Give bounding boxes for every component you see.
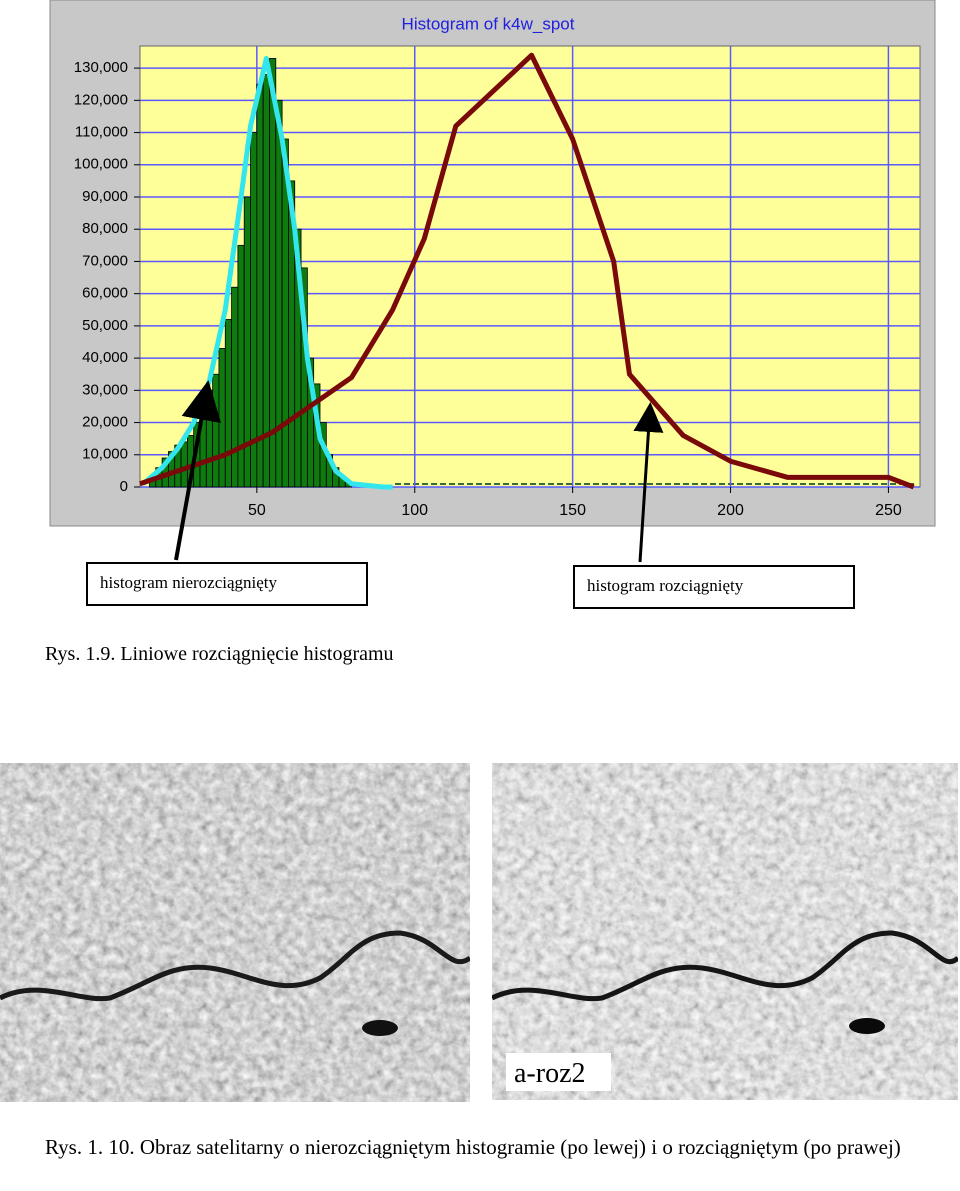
bar: [256, 83, 264, 488]
y-tick-label: 50,000: [82, 317, 128, 334]
caption: Rys. 1.9. Liniowe rozciągnięcie histogra…: [45, 643, 394, 665]
y-tick-label: 120,000: [74, 91, 128, 108]
y-tick-label: 30,000: [82, 381, 128, 398]
y-tick-label: 130,000: [74, 59, 128, 76]
bar: [212, 373, 220, 488]
y-tick-label: 20,000: [82, 414, 128, 431]
y-tick-label: 100,000: [74, 156, 128, 173]
callout: histogram rozciągnięty: [573, 565, 855, 609]
y-tick-label: 110,000: [75, 124, 128, 141]
bar: [193, 422, 201, 488]
x-tick-label: 150: [559, 502, 586, 519]
line: [139, 52, 915, 490]
y-tick-label: 80,000: [82, 220, 128, 237]
bar: [231, 286, 239, 488]
y-tick-label: 70,000: [82, 252, 128, 269]
y-tick-label: 90,000: [82, 188, 128, 205]
bar: [269, 58, 277, 488]
caption: Rys. 1. 10. Obraz satelitarny o nierozci…: [45, 1135, 901, 1159]
bar: [186, 435, 195, 488]
bar: [180, 441, 188, 488]
bar: [262, 74, 270, 488]
x-tick-label: 100: [401, 502, 428, 519]
bar: [224, 319, 232, 488]
bar: [205, 389, 214, 488]
callout: histogram nierozciągnięty: [86, 562, 368, 606]
x-tick-label: 250: [875, 502, 902, 519]
y-tick-label: 60,000: [82, 285, 128, 302]
image-label: a-roz2: [514, 1058, 586, 1089]
satellite-image: a-roz2: [492, 763, 958, 1100]
chart-title: Histogram of k4w_spot: [402, 14, 575, 33]
chart: Histogram of k4w_spot 0 10,000 20,000 30,00…: [49, 0, 936, 527]
bar: [250, 132, 258, 488]
bar: [199, 406, 207, 488]
y-tick-label: 0: [120, 478, 128, 495]
satellite-image: [0, 763, 470, 1102]
y-tick-label: 10,000: [82, 446, 128, 463]
bar: [218, 348, 226, 488]
x-tick-label: 200: [717, 502, 744, 519]
x-tick-label: 50: [248, 502, 266, 519]
y-tick-label: 40,000: [82, 349, 128, 366]
